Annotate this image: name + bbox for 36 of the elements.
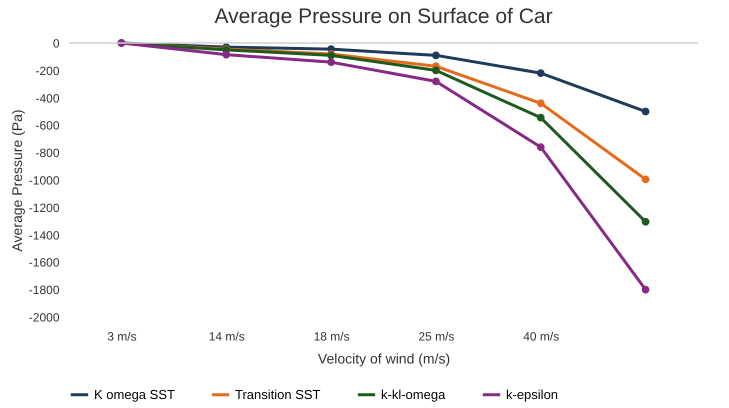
- y-tick-label: -600: [35, 118, 60, 133]
- y-tick-label: -400: [35, 91, 60, 106]
- point: [536, 99, 545, 108]
- y-tick-label: -1200: [28, 200, 60, 215]
- point: [642, 218, 650, 226]
- y-tick-label: -1400: [28, 228, 60, 242]
- legend-label: K omega SST: [94, 386, 175, 402]
- point: [432, 51, 440, 60]
- point: [536, 114, 545, 122]
- point: [432, 77, 440, 86]
- point: [642, 286, 650, 294]
- y-tick-label: -1800: [28, 283, 60, 298]
- x-tick-label: 18 m/s: [314, 330, 350, 344]
- point: [327, 58, 335, 66]
- point: [642, 175, 650, 184]
- point: [432, 66, 440, 74]
- y-tick-label: 0: [52, 36, 60, 50]
- x-tick-label: 14 m/s: [208, 330, 245, 344]
- legend-label: Transition SST: [235, 386, 321, 402]
- point: [536, 69, 545, 78]
- point: [642, 108, 650, 116]
- y-tick-label: -1600: [28, 256, 60, 270]
- x-axis-title: Velocity of wind (m/s): [318, 350, 450, 366]
- x-tick-label: 25 m/s: [418, 330, 454, 344]
- y-tick-label: -200: [35, 64, 60, 78]
- x-tick-label: 3 m/s: [107, 330, 137, 344]
- x-tick-label: 40 m/s: [523, 330, 560, 344]
- y-axis-title: Average Pressure (Pa): [8, 109, 25, 252]
- y-tick-label: -1000: [28, 174, 60, 188]
- chart-title: Average Pressure on Surface of Car: [214, 5, 553, 28]
- point: [222, 50, 230, 59]
- y-tick-label: -800: [35, 146, 60, 160]
- y-tick-label: -2000: [28, 310, 60, 324]
- legend-label: k-kl-omega: [381, 386, 446, 402]
- legend-label: k-epsilon: [506, 386, 558, 402]
- point: [536, 143, 545, 151]
